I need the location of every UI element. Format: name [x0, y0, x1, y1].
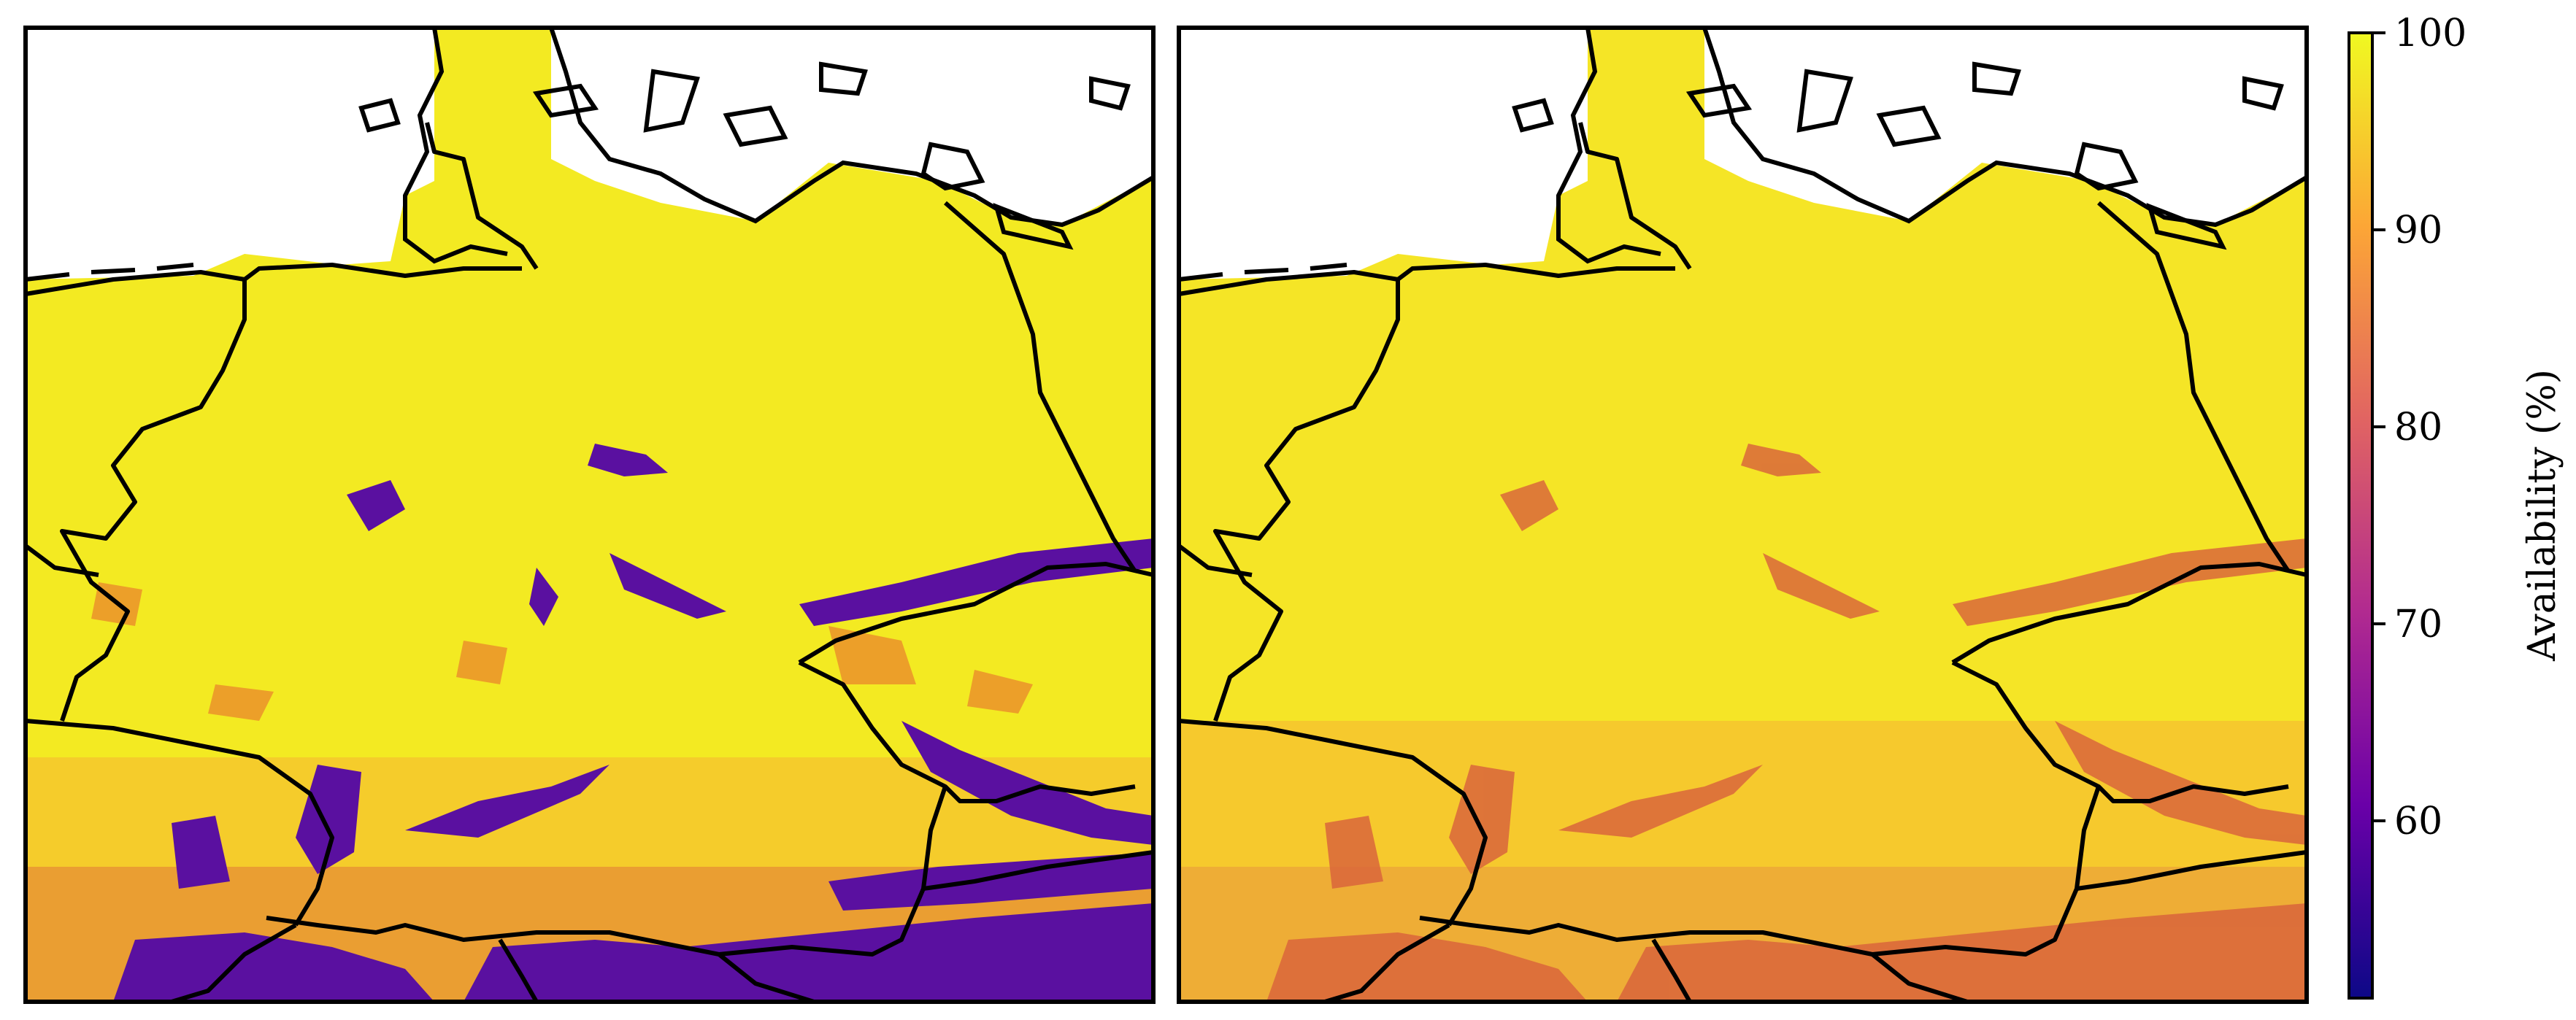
panel-frame: [1177, 26, 2309, 1004]
colorbar: 60 70 80 90 100 Availability (%): [2348, 12, 2564, 1000]
low-availability-patches: [1266, 444, 2307, 1002]
medium-availability-patches: [91, 582, 1033, 721]
colorbar-tick-label: 90: [2394, 209, 2442, 252]
colorbar-tick-label: 60: [2394, 800, 2442, 843]
colorbar-tick-label: 70: [2394, 603, 2442, 646]
colorbar-tick-label: 100: [2394, 12, 2467, 55]
low-availability-patches: [113, 444, 1153, 1002]
map-panel-left: [23, 26, 1156, 1004]
panel-frame: [23, 26, 1156, 1004]
colorbar-label: Availability (%): [2521, 369, 2564, 662]
colorbar-tick-label: 80: [2394, 406, 2442, 449]
map-panel-right: [1177, 26, 2309, 1004]
colorbar-ticks: 60 70 80 90 100: [2372, 12, 2467, 843]
colorbar-gradient: [2348, 31, 2374, 1000]
